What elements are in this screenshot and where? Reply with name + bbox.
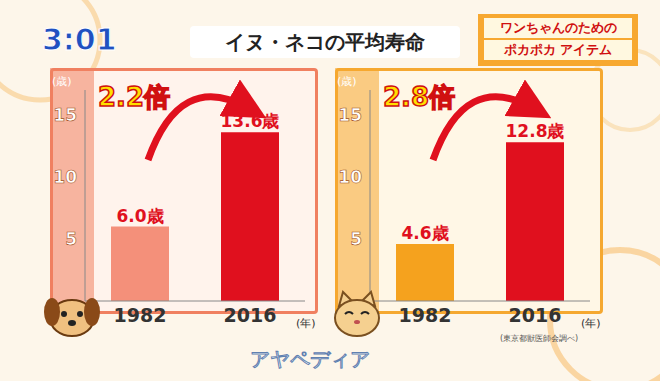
html-text:2.2倍: 2.2倍 [98,82,171,112]
svg-text:4.6歳: 4.6歳 [401,223,448,243]
html-text:(年): (年) [296,317,316,330]
html-text:(歳): (歳) [337,75,357,88]
svg-text:2016: 2016 [224,304,277,326]
html-text:(年): (年) [581,317,601,330]
svg-text:15: 15 [338,105,362,125]
svg-text:5: 5 [350,229,362,249]
svg-text:12.8歳: 12.8歳 [506,121,565,141]
html-text:(歳): (歳) [52,75,72,88]
svg-text:13.6歳: 13.6歳 [221,111,280,131]
svg-text:1982: 1982 [399,304,452,326]
html-text:3:01: 3:01 [42,22,117,57]
svg-text:15: 15 [53,105,77,125]
svg-text:10: 10 [53,167,77,187]
svg-text:5: 5 [65,229,77,249]
html-text:ポカポカ アイテム: ポカポカ アイテム [503,42,613,57]
html-text:イヌ・ネコの平均寿命: イヌ・ネコの平均寿命 [225,30,425,54]
html-text:ワンちゃんのための: ワンちゃんのための [499,20,617,35]
html-text:アヤペディア: アヤペディア [250,347,370,371]
svg-text:6.0歳: 6.0歳 [116,206,163,226]
html-text:2.8倍: 2.8倍 [383,82,456,112]
svg-text:10: 10 [338,167,362,187]
svg-text:2016: 2016 [509,304,562,326]
html-text:(東京都獣医師会調べ): (東京都獣医師会調べ) [500,334,579,343]
svg-text:1982: 1982 [114,304,167,326]
